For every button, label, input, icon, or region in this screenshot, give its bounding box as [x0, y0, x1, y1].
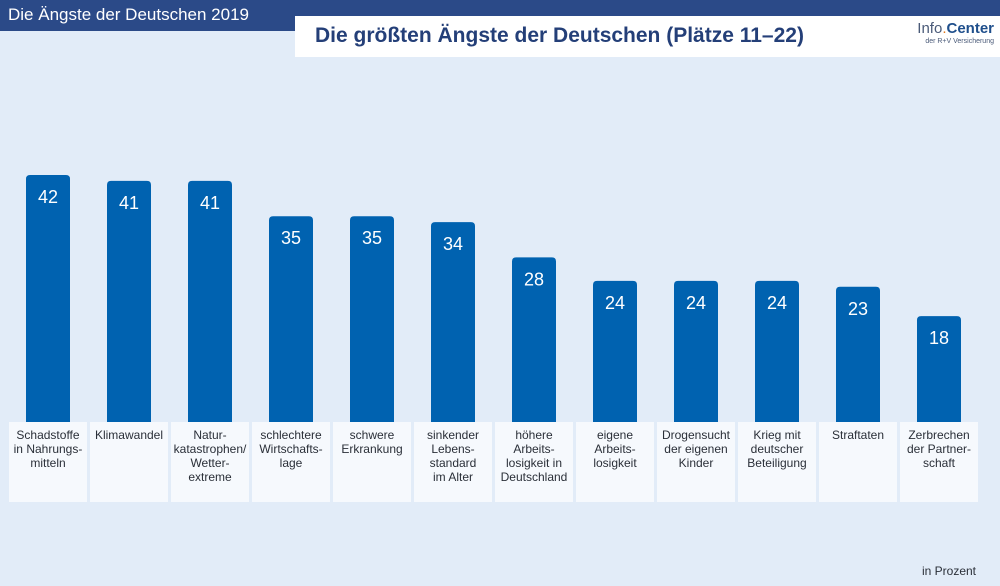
category-label: Schadstoffe in Nahrungs-mitteln [9, 422, 87, 502]
category-label: Natur-katastrophen/Wetter-extreme [171, 422, 249, 502]
bar [674, 280, 718, 422]
bar-value-label: 41 [200, 193, 220, 213]
bar-value-label: 23 [848, 299, 868, 319]
bar-group: 24 [674, 280, 718, 422]
bar-value-label: 28 [524, 269, 544, 289]
bar-group: 35 [350, 216, 394, 422]
bar [512, 257, 556, 422]
bar-group: 24 [593, 280, 637, 422]
bar [431, 222, 475, 422]
bar-value-label: 35 [362, 228, 382, 248]
bar-value-label: 41 [119, 193, 139, 213]
category-label: Zerbrechen der Partner-schaft [900, 422, 978, 502]
title-box: Die größten Ängste der Deutschen (Plätze… [295, 16, 1000, 57]
bar [593, 280, 637, 422]
bar-value-label: 35 [281, 228, 301, 248]
category-label: schwere Erkrankung [333, 422, 411, 502]
bar-value-label: 18 [929, 328, 949, 348]
bar [188, 180, 232, 422]
bar-value-label: 24 [767, 293, 787, 313]
bar-value-label: 42 [38, 187, 58, 207]
bar-group: 42 [26, 175, 70, 422]
unit-note: in Prozent [921, 564, 976, 578]
bar [917, 316, 961, 422]
chart-title: Die größten Ängste der Deutschen (Plätze… [315, 24, 804, 47]
bar [755, 280, 799, 422]
category-label: höhere Arbeits-losigkeit in Deutschland [495, 422, 573, 502]
bar-group: 35 [269, 216, 313, 422]
bar-group: 34 [431, 222, 475, 422]
bar-value-label: 24 [686, 293, 706, 313]
category-label: Krieg mit deutscher Beteiligung [738, 422, 816, 502]
category-label: eigene Arbeits-losigkeit [576, 422, 654, 502]
bar-group: 23 [836, 286, 880, 422]
category-label: Klimawandel [90, 422, 168, 502]
bar-group: 41 [188, 180, 232, 422]
logo-dot: . [942, 20, 947, 37]
bar-group: 28 [512, 257, 556, 422]
logo-part1: Info [917, 20, 943, 37]
banner-title: Die Ängste der Deutschen 2019 [8, 5, 249, 24]
bar [26, 175, 70, 422]
bar-group: 41 [107, 180, 151, 422]
category-label: schlechtere Wirtschafts-lage [252, 422, 330, 502]
bar-group: 24 [755, 280, 799, 422]
category-label: Straftaten [819, 422, 897, 502]
bar [350, 216, 394, 422]
logo-part2: Center [946, 20, 994, 37]
category-label: sinkender Lebens-standard im Alter [414, 422, 492, 502]
bar-value-label: 24 [605, 293, 625, 313]
bar-value-label: 34 [443, 234, 463, 254]
bar [269, 216, 313, 422]
bar-group: 18 [917, 316, 961, 422]
bar [836, 286, 880, 422]
infocenter-logo: Info.Center der R+V Versicherung [917, 20, 994, 47]
bar [107, 180, 151, 422]
logo-subtitle: der R+V Versicherung [925, 38, 994, 45]
category-label: Drogensucht der eigenen Kinder [657, 422, 735, 502]
